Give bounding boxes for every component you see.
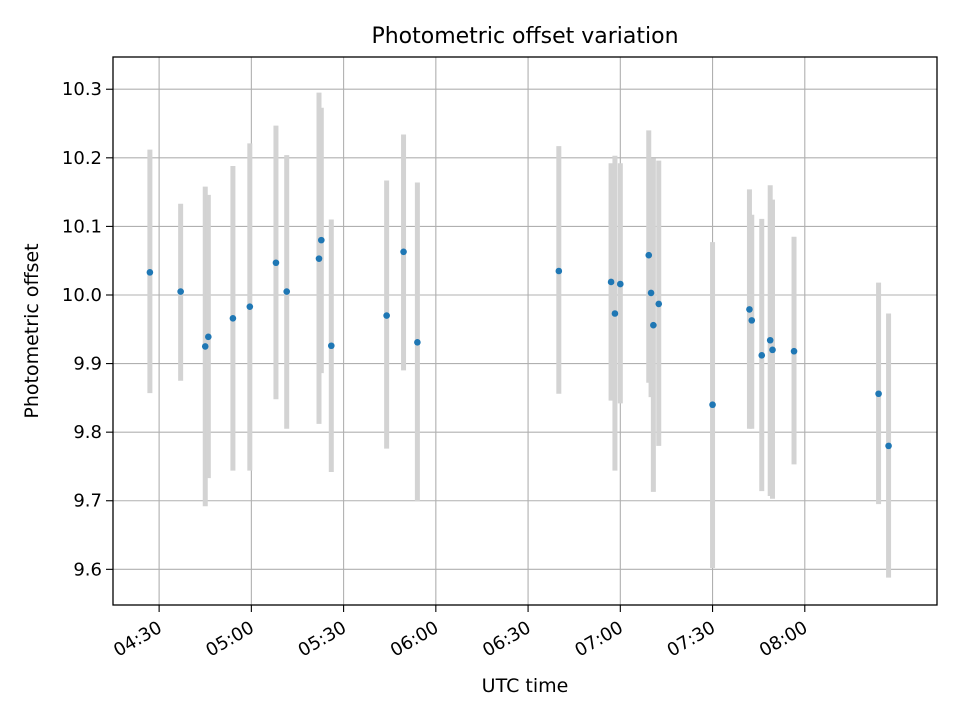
y-tick-label: 9.9 bbox=[73, 354, 102, 375]
x-tick-label: 08:00 bbox=[756, 617, 811, 661]
data-point bbox=[315, 255, 323, 262]
y-tick-label: 9.8 bbox=[73, 422, 102, 443]
x-tick-label: 07:30 bbox=[664, 617, 719, 661]
data-point bbox=[766, 336, 774, 344]
data-point bbox=[790, 347, 798, 355]
data-point bbox=[205, 333, 212, 341]
x-tick-label: 05:00 bbox=[202, 617, 257, 661]
data-point bbox=[283, 288, 291, 295]
y-tick-label: 10.0 bbox=[62, 285, 102, 306]
x-tick-label: 07:00 bbox=[571, 617, 626, 661]
y-tick-label: 9.6 bbox=[73, 559, 102, 580]
data-point bbox=[748, 317, 756, 324]
data-point bbox=[146, 269, 154, 276]
data-point bbox=[617, 280, 624, 288]
data-point bbox=[746, 306, 753, 313]
chart-title: Photometric offset variation bbox=[371, 24, 678, 49]
data-point bbox=[272, 259, 280, 267]
data-point bbox=[414, 339, 421, 346]
y-axis-label: Photometric offset bbox=[21, 243, 43, 418]
plot-frame bbox=[112, 56, 938, 606]
data-points bbox=[146, 236, 892, 450]
y-tick-label: 10.3 bbox=[62, 79, 102, 100]
data-point bbox=[327, 342, 335, 350]
data-point bbox=[655, 300, 663, 308]
data-point bbox=[383, 312, 390, 319]
data-point bbox=[400, 248, 407, 256]
y-tick-label: 10.1 bbox=[62, 216, 102, 237]
x-axis-label: UTC time bbox=[482, 675, 569, 697]
data-point bbox=[709, 401, 716, 409]
data-point bbox=[758, 352, 766, 359]
x-tick-label: 06:30 bbox=[479, 617, 534, 661]
data-point bbox=[647, 289, 655, 297]
x-tick-label: 05:30 bbox=[295, 617, 350, 661]
grid bbox=[113, 57, 937, 605]
data-point bbox=[555, 267, 563, 275]
error-bars bbox=[147, 92, 892, 578]
data-point bbox=[246, 303, 254, 310]
data-point bbox=[875, 390, 882, 398]
data-point bbox=[611, 310, 619, 317]
data-point bbox=[229, 315, 237, 322]
y-tick-label: 9.7 bbox=[73, 491, 102, 512]
data-point bbox=[885, 442, 892, 450]
data-point bbox=[645, 251, 653, 259]
x-tick-label: 06:00 bbox=[387, 617, 442, 661]
x-tick-label: 04:30 bbox=[110, 617, 165, 661]
data-point bbox=[201, 343, 209, 350]
data-point bbox=[177, 288, 184, 295]
data-point bbox=[650, 321, 657, 329]
y-axis-ticks: 9.6 9.7 9.8 9.9 10.0 10.1 10.2 10.3 bbox=[62, 79, 113, 580]
x-axis-ticks: 04:30 05:00 05:30 06:00 06:30 07:00 07:30 08:00 bbox=[110, 605, 811, 661]
data-point bbox=[607, 278, 615, 286]
y-tick-label: 10.2 bbox=[62, 148, 102, 169]
data-point bbox=[769, 346, 776, 354]
data-point bbox=[318, 236, 325, 244]
